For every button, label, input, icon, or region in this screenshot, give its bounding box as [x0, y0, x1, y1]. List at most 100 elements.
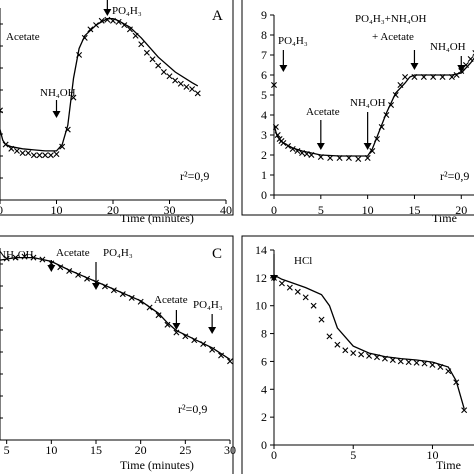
x-tick-label: 5	[4, 443, 10, 457]
annotation-arrow-head	[279, 65, 288, 72]
panel-c-label: C	[212, 246, 222, 262]
y-tick-label: 4	[261, 108, 267, 122]
data-point-x	[271, 82, 277, 88]
model-fit-line	[0, 256, 231, 360]
data-point-x	[310, 302, 317, 309]
data-point-x	[138, 41, 145, 48]
y-tick-label: 10	[255, 299, 267, 313]
x-tick-label: 10	[426, 448, 438, 462]
data-point-x	[358, 351, 365, 358]
annotation-arrow-head	[270, 275, 278, 282]
annotation-label: PO₄H₃	[278, 35, 308, 47]
x-tick-label: 0	[0, 203, 3, 217]
data-point-x	[42, 152, 49, 159]
panel-b-r2: r²=0,9	[440, 169, 469, 183]
data-point-x	[0, 107, 3, 114]
model-fit-line	[0, 18, 199, 152]
annotation-arrow-head	[208, 327, 217, 334]
data-point-x	[30, 152, 37, 159]
data-point-x	[126, 26, 133, 33]
data-point-x	[53, 151, 60, 158]
panel-b-frame	[241, 0, 474, 216]
panel-c-xlabel: Time (minutes)	[120, 458, 194, 472]
data-point-x	[369, 148, 376, 154]
annotation-label: PO₄H₃+NH₄OH	[355, 13, 427, 25]
data-point-x	[342, 347, 349, 354]
x-tick-label: 20	[107, 203, 119, 217]
data-point-x	[461, 407, 468, 414]
data-point-x	[183, 83, 190, 90]
panel-b-plot: 0 5 10 15 20 0 1 2 3 4 5 6 7 8 9 PO₄H₃ Acetate NH₄OH PO₄H₃…	[261, 8, 474, 217]
model-fit-line	[273, 57, 474, 157]
data-point-x	[355, 156, 362, 162]
x-tick-label: 0	[271, 203, 277, 217]
y-tick-label: 2	[261, 148, 267, 162]
data-point-x	[326, 333, 333, 340]
annotation-label: + Acetate	[372, 31, 414, 43]
data-point-x	[164, 321, 171, 328]
annotation-arrow-head	[410, 63, 419, 70]
x-tick-label: 0	[271, 448, 277, 462]
data-point-x	[218, 352, 225, 359]
y-tick-label: 2	[261, 410, 267, 424]
annotation-label: PO₄H₃	[193, 299, 223, 311]
data-point-x	[397, 358, 404, 365]
panel-c-plot: 5 10 15 20 25 30 NH₄OH Acetate PO₄H₃ Acetate PO₄H₃	[0, 247, 236, 457]
panel-d-plot: 0 5 10 0 2 4 6 8 10 12 14 HCl	[255, 243, 474, 462]
data-point-x	[302, 294, 309, 301]
data-point-x	[36, 152, 43, 159]
data-point-x	[155, 62, 162, 69]
y-tick-label: 0	[261, 438, 267, 452]
panel-a-label: A	[212, 8, 223, 24]
y-tick-label: 9	[261, 8, 267, 22]
y-tick-label: 8	[261, 28, 267, 42]
x-tick-label: 20	[135, 443, 147, 457]
data-point-x	[47, 152, 54, 159]
annotation-label: Acetate	[56, 247, 90, 259]
panel-a-plot: 0 10 20 30 40 Acetate NH₄OH PO₄H₃	[0, 0, 232, 217]
x-tick-label: 10	[362, 203, 374, 217]
x-tick-label: 15	[90, 443, 102, 457]
annotation-label: Acetate	[306, 106, 340, 118]
panel-c-frame	[0, 235, 234, 474]
y-tick-label: 14	[255, 243, 267, 257]
data-point-x	[13, 147, 20, 154]
annotation-label: NH₄OH	[350, 97, 386, 109]
data-point-x	[143, 49, 150, 56]
data-point-x	[334, 341, 341, 348]
data-point-x	[189, 86, 196, 93]
data-point-x	[318, 316, 325, 323]
data-point-x	[194, 90, 201, 97]
y-tick-label: 7	[261, 48, 267, 62]
data-point-x	[87, 26, 94, 33]
annotation-label: NH₄OH	[0, 249, 34, 261]
x-tick-label: 15	[408, 203, 420, 217]
panel-d-xlabel: Time	[436, 458, 461, 472]
data-point-x	[160, 69, 167, 75]
y-tick-label: 0	[261, 188, 267, 202]
y-tick-label: 6	[261, 354, 267, 368]
data-point-x	[350, 350, 357, 357]
panel-a-r2: r²=0,9	[180, 169, 209, 183]
data-point-x	[59, 143, 66, 150]
annotation-label: HCl	[294, 255, 312, 267]
annotation-label: NH₄OH	[430, 41, 466, 53]
annotation-arrow-head	[172, 323, 181, 330]
data-point-x	[155, 312, 162, 319]
data-point-x	[209, 346, 216, 353]
annotation-label: PO₄H₃	[112, 5, 142, 17]
y-tick-label: 12	[255, 271, 267, 285]
annotation-label: Acetate	[154, 294, 188, 306]
annotation-arrow-head	[103, 9, 112, 16]
annotation-arrow-head	[52, 111, 61, 118]
y-tick-label: 1	[261, 168, 267, 182]
data-point-x	[327, 155, 334, 161]
panel-a-xlabel: Time (minutes)	[120, 211, 194, 225]
panel-c-r2: r²=0,9	[178, 402, 207, 416]
data-point-x	[172, 77, 179, 84]
data-point-x	[227, 358, 233, 365]
data-point-x	[294, 288, 301, 295]
data-point-x	[21, 253, 28, 260]
panel-d-frame	[241, 235, 474, 474]
x-tick-label: 40	[220, 203, 232, 217]
